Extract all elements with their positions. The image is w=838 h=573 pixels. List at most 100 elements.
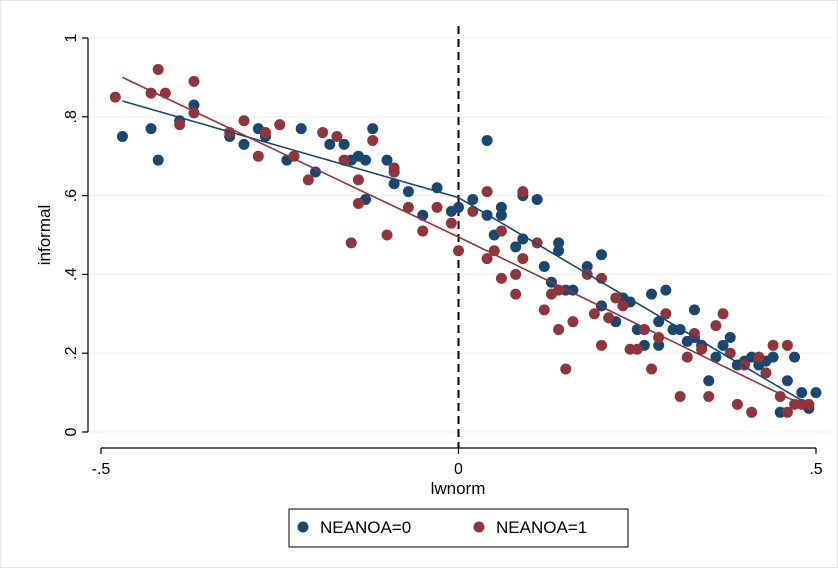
- point-neanoa-0: [116, 131, 128, 142]
- point-neanoa-1: [338, 154, 350, 166]
- point-neanoa-1: [388, 162, 400, 174]
- legend-box: [288, 508, 629, 548]
- point-neanoa-1: [681, 351, 693, 363]
- point-neanoa-1: [767, 339, 779, 351]
- point-neanoa-1: [174, 119, 186, 131]
- point-neanoa-0: [402, 186, 414, 198]
- point-neanoa-1: [753, 351, 765, 363]
- point-neanoa-1: [603, 312, 615, 324]
- point-neanoa-0: [453, 201, 464, 213]
- x-tick-label: .5: [809, 461, 822, 478]
- y-axis-label: informal: [35, 205, 54, 265]
- point-neanoa-1: [331, 131, 343, 142]
- point-neanoa-1: [646, 363, 658, 375]
- point-neanoa-0: [660, 284, 672, 296]
- point-neanoa-1: [696, 343, 708, 355]
- point-neanoa-1: [352, 197, 364, 209]
- point-neanoa-1: [517, 253, 529, 265]
- point-neanoa-1: [252, 150, 264, 162]
- x-axis-label: lwnorm: [431, 479, 486, 498]
- point-neanoa-1: [317, 127, 329, 139]
- point-neanoa-1: [653, 331, 665, 343]
- y-tick-label: .4: [63, 268, 80, 281]
- y-tick-label: 0: [63, 427, 80, 436]
- point-neanoa-1: [731, 398, 743, 410]
- point-neanoa-1: [109, 91, 121, 103]
- point-neanoa-0: [381, 154, 393, 166]
- point-neanoa-0: [781, 375, 793, 387]
- point-neanoa-0: [517, 233, 529, 245]
- point-neanoa-1: [467, 205, 479, 217]
- point-neanoa-1: [781, 406, 793, 418]
- point-neanoa-1: [453, 245, 464, 257]
- point-neanoa-1: [402, 201, 414, 213]
- point-neanoa-1: [352, 174, 364, 186]
- point-neanoa-0: [367, 123, 379, 135]
- point-neanoa-0: [531, 194, 543, 206]
- x-ticks: -.5 0 .5: [92, 448, 823, 478]
- point-neanoa-1: [553, 324, 565, 336]
- point-neanoa-0: [553, 237, 565, 249]
- x-tick-label: 0: [454, 461, 463, 478]
- point-neanoa-0: [767, 351, 779, 363]
- point-neanoa-0: [467, 194, 479, 206]
- fit-line-neanoa-0: [122, 100, 803, 402]
- point-neanoa-0: [510, 241, 522, 253]
- point-neanoa-1: [381, 229, 393, 241]
- point-neanoa-1: [610, 292, 622, 304]
- point-neanoa-0: [553, 245, 565, 257]
- point-neanoa-1: [596, 339, 607, 351]
- legend: NEANOA=0 NEANOA=1: [288, 508, 629, 548]
- data-points: [109, 64, 822, 418]
- point-neanoa-1: [703, 391, 715, 403]
- point-neanoa-1: [445, 217, 457, 229]
- point-neanoa-1: [481, 253, 493, 265]
- legend-marker-neanoa-1: [473, 521, 485, 533]
- point-neanoa-1: [510, 268, 522, 280]
- point-neanoa-1: [567, 316, 579, 328]
- point-neanoa-0: [688, 304, 700, 316]
- point-neanoa-1: [431, 201, 443, 213]
- point-neanoa-1: [710, 320, 722, 332]
- point-neanoa-1: [345, 237, 357, 249]
- y-ticks: 0 .2 .4 .6 .8 1: [63, 33, 88, 436]
- point-neanoa-0: [495, 209, 507, 221]
- point-neanoa-0: [188, 99, 200, 111]
- point-neanoa-1: [152, 64, 164, 76]
- point-neanoa-1: [617, 300, 629, 312]
- legend-marker-neanoa-0: [297, 521, 309, 533]
- point-neanoa-0: [710, 351, 722, 363]
- point-neanoa-1: [724, 347, 736, 359]
- legend-label-neanoa-1: NEANOA=1: [496, 518, 587, 537]
- point-neanoa-1: [481, 186, 493, 198]
- point-neanoa-0: [310, 166, 321, 178]
- point-neanoa-0: [581, 261, 593, 273]
- point-neanoa-1: [517, 186, 529, 198]
- y-tick-label: .8: [63, 110, 80, 123]
- point-neanoa-0: [810, 387, 822, 399]
- point-neanoa-1: [674, 391, 686, 403]
- point-neanoa-0: [338, 138, 350, 150]
- point-neanoa-1: [495, 225, 507, 237]
- point-neanoa-0: [567, 284, 579, 296]
- point-neanoa-0: [238, 138, 250, 150]
- point-neanoa-1: [660, 308, 672, 320]
- point-neanoa-1: [746, 406, 758, 418]
- point-neanoa-0: [538, 261, 550, 273]
- y-tick-label: .2: [63, 346, 80, 359]
- point-neanoa-1: [417, 225, 429, 237]
- point-neanoa-0: [145, 123, 157, 135]
- point-neanoa-0: [481, 134, 493, 146]
- point-neanoa-0: [796, 387, 808, 399]
- fit-lines: [122, 76, 803, 406]
- point-neanoa-1: [781, 339, 793, 351]
- point-neanoa-0: [717, 339, 729, 351]
- point-neanoa-1: [560, 363, 572, 375]
- point-neanoa-1: [588, 308, 600, 320]
- point-neanoa-0: [724, 331, 736, 343]
- point-neanoa-1: [760, 367, 772, 379]
- point-neanoa-1: [302, 174, 314, 186]
